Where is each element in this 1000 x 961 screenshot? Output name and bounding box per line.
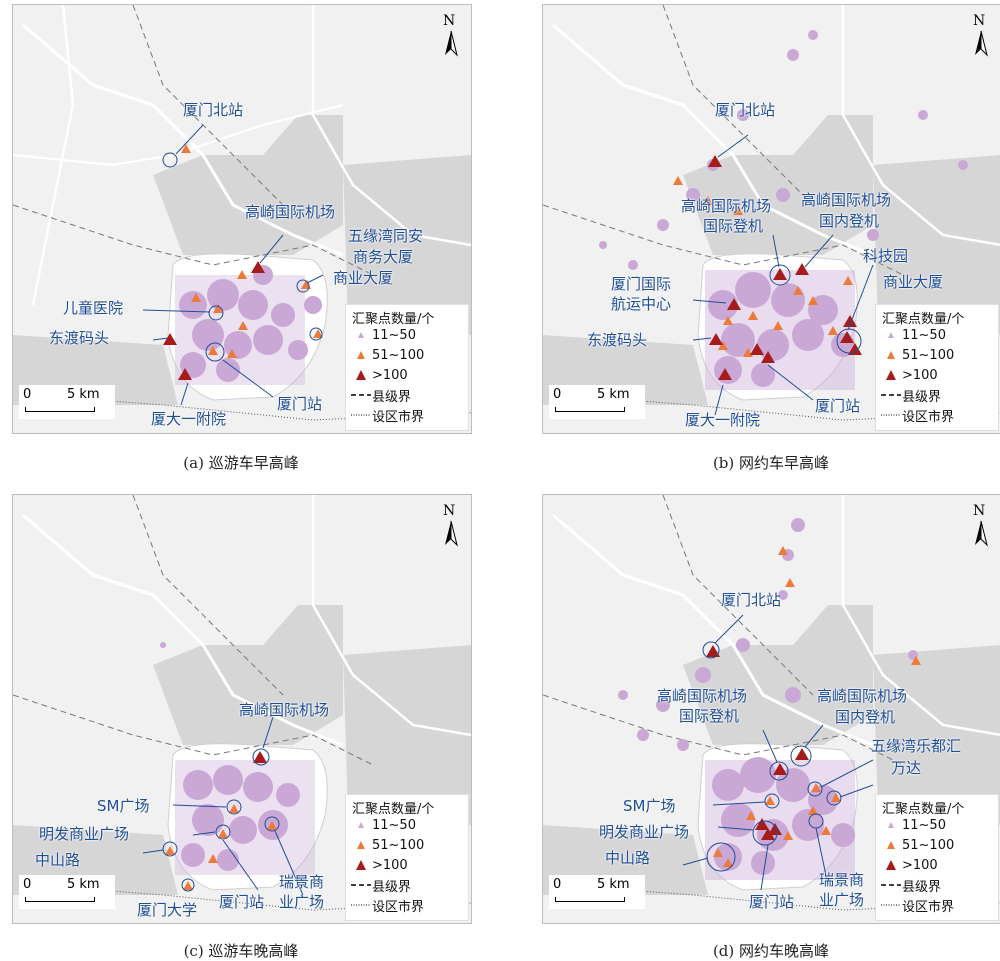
place-label: 厦门北站: [715, 101, 776, 119]
place-label: 业广场: [279, 893, 325, 911]
map-panel-a: 厦门北站 高崎国际机场 五缘湾同安 商务大厦 商业大厦 儿童医院 东渡码头 厦门…: [12, 4, 472, 434]
panel-caption-d: (d) 网约车晚高峰: [712, 942, 830, 960]
basemap: [13, 5, 471, 421]
place-label: 商业大厦: [883, 273, 944, 291]
north-arrow-icon: N: [437, 13, 465, 59]
basemap: [543, 5, 1000, 421]
place-label: SM广场: [623, 797, 676, 815]
legend-county: 县级界: [351, 879, 412, 895]
legend-title: 汇聚点数量/个: [352, 802, 435, 817]
place-label: 万达: [891, 759, 922, 777]
place-label: 厦大一附院: [685, 411, 761, 429]
place-label: 科技园: [863, 247, 909, 265]
map-panel-d: 厦门北站 高崎国际机场 国际登机 高崎国际机场 国内登机 五缘湾乐都汇 万达 S…: [542, 494, 1000, 924]
legend-city: 设区市界: [881, 899, 955, 915]
place-label: 航运中心: [611, 295, 672, 313]
legend-small: 11~50: [880, 327, 946, 343]
legend-city: 设区市界: [881, 409, 955, 425]
legend-county: 县级界: [881, 389, 942, 405]
legend-medium: 51~100: [350, 837, 424, 853]
place-label: 厦门站: [815, 397, 861, 415]
place-label: 高崎国际机场: [681, 197, 772, 215]
map-panel-c: 高崎国际机场 SM广场 明发商业广场 中山路 瑞景商 业广场 厦门站 厦门大学 …: [12, 494, 472, 924]
legend-title: 汇聚点数量/个: [882, 802, 965, 817]
place-label: 国际登机: [679, 707, 740, 725]
place-label: 厦门北站: [183, 101, 244, 119]
place-label: 高崎国际机场: [801, 191, 892, 209]
place-label: 五缘湾同安: [348, 227, 424, 245]
place-label: 东渡码头: [587, 331, 648, 349]
place-label: 国际登机: [703, 217, 764, 235]
place-label: 厦门北站: [721, 591, 782, 609]
legend-title: 汇聚点数量/个: [352, 312, 435, 327]
place-label: 商务大厦: [353, 248, 414, 266]
legend-city: 设区市界: [351, 899, 425, 915]
north-arrow-icon: N: [967, 13, 995, 59]
panel-caption-c: (c) 巡游车晚高峰: [183, 942, 299, 960]
legend: 汇聚点数量/个 11~50 51~100 >100 县级界 设区市界: [875, 794, 999, 921]
place-label: 中山路: [35, 851, 81, 869]
basemap: [543, 495, 1000, 911]
panel-caption-b: (b) 网约车早高峰: [712, 454, 830, 472]
place-label: 高崎国际机场: [817, 687, 908, 705]
legend-county: 县级界: [351, 389, 412, 405]
place-label: 明发商业广场: [39, 825, 130, 843]
place-label: 瑞景商: [819, 871, 865, 889]
legend: 汇聚点数量/个 11~50 51~100 >100 县级界 设区市界: [345, 794, 469, 921]
legend-large: >100: [350, 857, 408, 873]
panel-caption-a: (a) 巡游车早高峰: [183, 454, 299, 472]
legend: 汇聚点数量/个 11~50 51~100 >100 县级界 设区市界: [875, 304, 999, 431]
place-label: 厦门国际: [611, 275, 672, 293]
legend-small: 11~50: [350, 817, 416, 833]
legend-medium: 51~100: [350, 347, 424, 363]
place-label: 业广场: [819, 891, 865, 909]
legend-medium: 51~100: [880, 347, 954, 363]
place-label: 厦门站: [749, 893, 795, 911]
place-label: 高崎国际机场: [239, 701, 330, 719]
map-panel-b: 厦门北站 高崎国际机场 国际登机 高崎国际机场 国内登机 科技园 商业大厦 厦门…: [542, 4, 1000, 434]
place-label: 中山路: [605, 849, 651, 867]
legend-city: 设区市界: [351, 409, 425, 425]
place-label: 商业大厦: [333, 269, 394, 287]
legend-county: 县级界: [881, 879, 942, 895]
basemap: [13, 495, 471, 911]
place-label: 瑞景商: [279, 873, 325, 891]
place-label: 国内登机: [819, 212, 880, 230]
place-label: 明发商业广场: [599, 823, 690, 841]
legend-small: 11~50: [880, 817, 946, 833]
north-arrow-icon: N: [967, 503, 995, 549]
place-label: 儿童医院: [63, 299, 124, 317]
legend-medium: 51~100: [880, 837, 954, 853]
place-label: 厦门站: [277, 395, 323, 413]
place-label: 高崎国际机场: [657, 687, 748, 705]
place-label: 国内登机: [835, 708, 896, 726]
place-label: 东渡码头: [49, 329, 110, 347]
legend-large: >100: [880, 857, 938, 873]
place-label: 厦大一附院: [151, 410, 227, 428]
north-arrow-icon: N: [437, 503, 465, 549]
place-label: SM广场: [97, 797, 150, 815]
place-label: 五缘湾乐都汇: [871, 737, 962, 755]
place-label: 高崎国际机场: [245, 203, 336, 221]
legend-large: >100: [350, 367, 408, 383]
legend-title: 汇聚点数量/个: [882, 312, 965, 327]
legend: 汇聚点数量/个 11~50 51~100 >100 县级界 设区市界: [345, 304, 469, 431]
legend-small: 11~50: [350, 327, 416, 343]
place-label: 厦门大学: [137, 901, 198, 919]
legend-large: >100: [880, 367, 938, 383]
place-label: 厦门站: [219, 893, 265, 911]
